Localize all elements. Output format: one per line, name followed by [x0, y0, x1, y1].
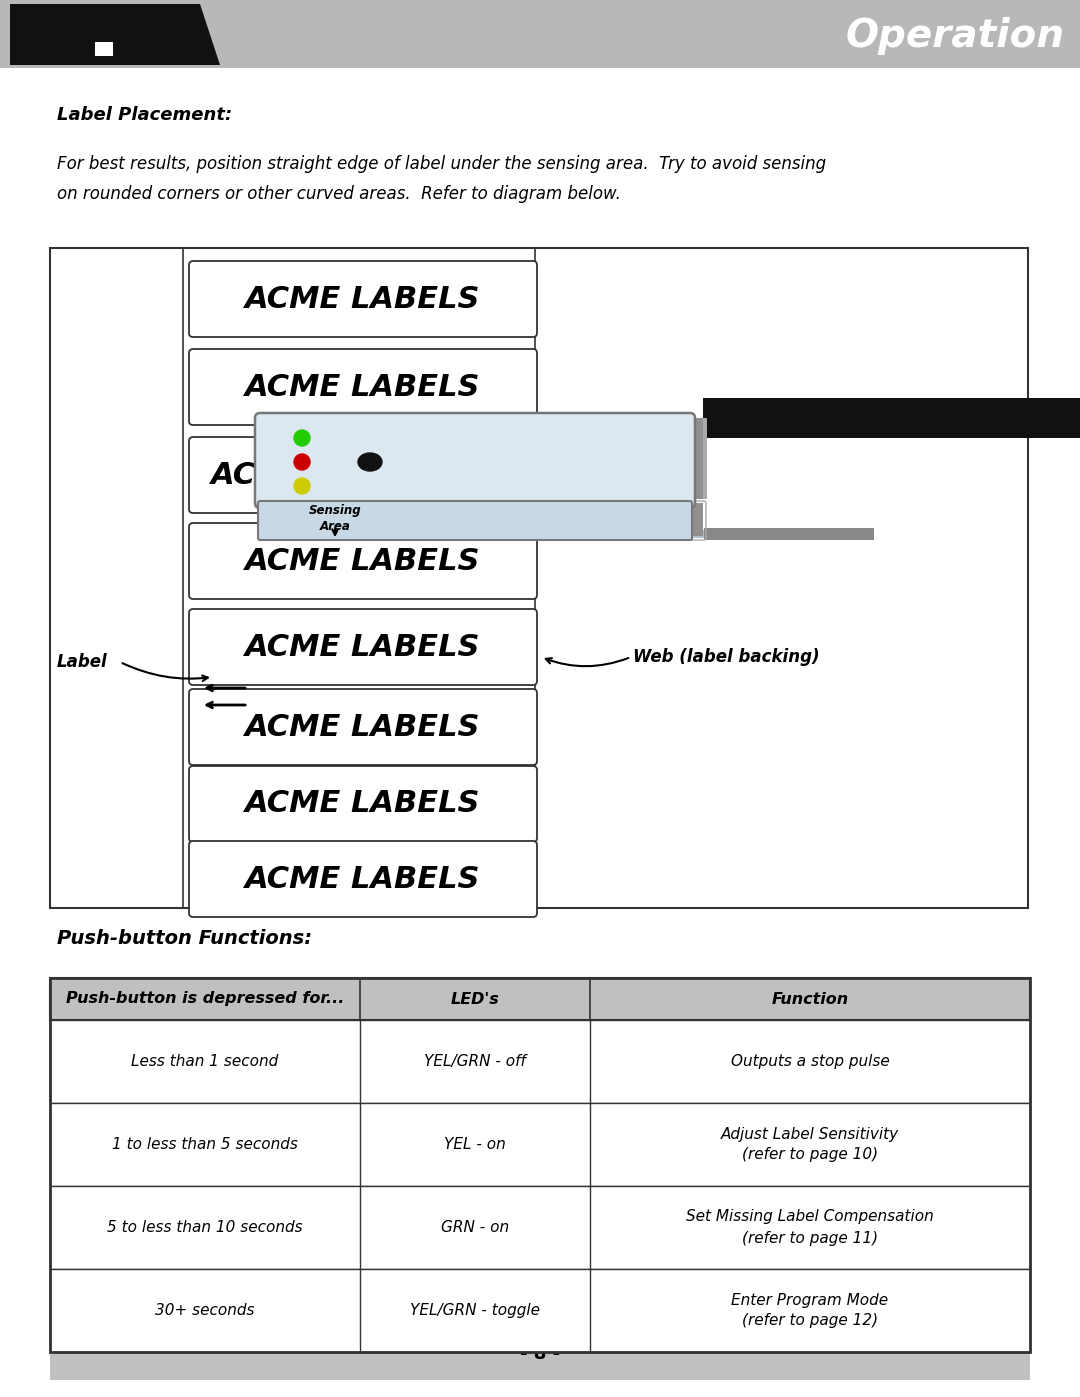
Text: Adjust Label Sensitivity
(refer to page 10): Adjust Label Sensitivity (refer to page …: [721, 1126, 899, 1162]
Text: ACME LABELS: ACME LABELS: [245, 373, 481, 401]
Text: ACME LABELS: ACME LABELS: [245, 546, 481, 576]
Text: Less than 1 second: Less than 1 second: [132, 1053, 279, 1069]
Bar: [50, 1186, 1030, 1268]
Bar: [689, 503, 703, 536]
Ellipse shape: [357, 453, 382, 471]
Text: Label Placement:: Label Placement:: [57, 106, 232, 124]
Text: Operation: Operation: [846, 17, 1065, 54]
Bar: [50, 1020, 1030, 1104]
FancyBboxPatch shape: [258, 502, 692, 541]
Bar: [704, 528, 874, 541]
FancyBboxPatch shape: [189, 522, 537, 599]
Circle shape: [294, 478, 310, 495]
Bar: [50, 978, 1030, 1352]
Bar: [0, 0, 1080, 68]
Bar: [50, 1329, 1030, 1380]
Bar: [264, 529, 704, 538]
FancyBboxPatch shape: [189, 261, 537, 337]
FancyBboxPatch shape: [189, 841, 537, 916]
Text: ACME LABELS: ACME LABELS: [245, 285, 481, 313]
Text: Function: Function: [771, 992, 849, 1006]
Text: Sensing
Area: Sensing Area: [309, 504, 362, 534]
Circle shape: [294, 430, 310, 446]
Bar: [703, 398, 1080, 439]
Text: Web (label backing): Web (label backing): [633, 648, 820, 666]
Circle shape: [294, 454, 310, 469]
FancyBboxPatch shape: [189, 609, 537, 685]
Bar: [50, 1104, 1030, 1186]
Text: YEL/GRN - toggle: YEL/GRN - toggle: [410, 1303, 540, 1317]
Text: - 8 -: - 8 -: [519, 1345, 561, 1363]
Text: Label: Label: [57, 652, 108, 671]
FancyBboxPatch shape: [189, 437, 537, 513]
FancyBboxPatch shape: [189, 766, 537, 842]
Text: AC: AC: [211, 461, 256, 489]
Text: ACME LABELS: ACME LABELS: [245, 712, 481, 742]
FancyBboxPatch shape: [255, 414, 696, 509]
FancyBboxPatch shape: [189, 349, 537, 425]
Text: Set Missing Label Compensation
(refer to page 11): Set Missing Label Compensation (refer to…: [686, 1210, 934, 1246]
Text: YEL/GRN - off: YEL/GRN - off: [424, 1053, 526, 1069]
Text: Push-button Functions:: Push-button Functions:: [57, 929, 312, 947]
Text: LED's: LED's: [450, 992, 499, 1006]
Text: YEL - on: YEL - on: [444, 1137, 505, 1153]
Text: Enter Program Mode
(refer to page 12): Enter Program Mode (refer to page 12): [731, 1292, 889, 1329]
Text: 1 to less than 5 seconds: 1 to less than 5 seconds: [112, 1137, 298, 1153]
Text: For best results, position straight edge of label under the sensing area.  Try t: For best results, position straight edge…: [57, 155, 826, 173]
Polygon shape: [10, 4, 220, 66]
Text: 30+ seconds: 30+ seconds: [156, 1303, 255, 1317]
Text: GRN - on: GRN - on: [441, 1220, 509, 1235]
Text: ACME LABELS: ACME LABELS: [245, 865, 481, 894]
Bar: [50, 978, 1030, 1020]
Text: Push-button is depressed for...: Push-button is depressed for...: [66, 992, 345, 1006]
Bar: [703, 418, 707, 499]
Bar: [95, 42, 113, 56]
Text: 5 to less than 10 seconds: 5 to less than 10 seconds: [107, 1220, 302, 1235]
Bar: [50, 249, 1028, 908]
Text: Outputs a stop pulse: Outputs a stop pulse: [731, 1053, 889, 1069]
Bar: [50, 1268, 1030, 1352]
FancyBboxPatch shape: [189, 689, 537, 766]
Text: ACME LABELS: ACME LABELS: [245, 789, 481, 819]
Text: ACME LABELS: ACME LABELS: [245, 633, 481, 662]
Bar: [689, 418, 703, 499]
Text: on rounded corners or other curved areas.  Refer to diagram below.: on rounded corners or other curved areas…: [57, 184, 621, 203]
